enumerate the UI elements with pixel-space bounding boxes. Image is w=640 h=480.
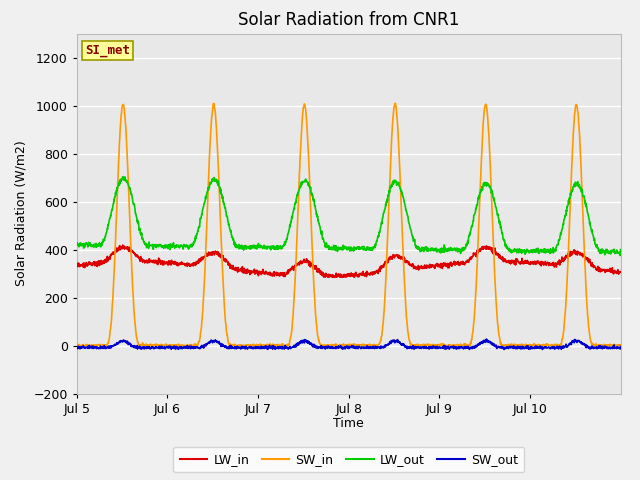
X-axis label: Time: Time — [333, 417, 364, 430]
Legend: LW_in, SW_in, LW_out, SW_out: LW_in, SW_in, LW_out, SW_out — [173, 447, 524, 472]
Y-axis label: Solar Radiation (W/m2): Solar Radiation (W/m2) — [15, 141, 28, 287]
Title: Solar Radiation from CNR1: Solar Radiation from CNR1 — [238, 11, 460, 29]
Text: SI_met: SI_met — [85, 44, 130, 57]
